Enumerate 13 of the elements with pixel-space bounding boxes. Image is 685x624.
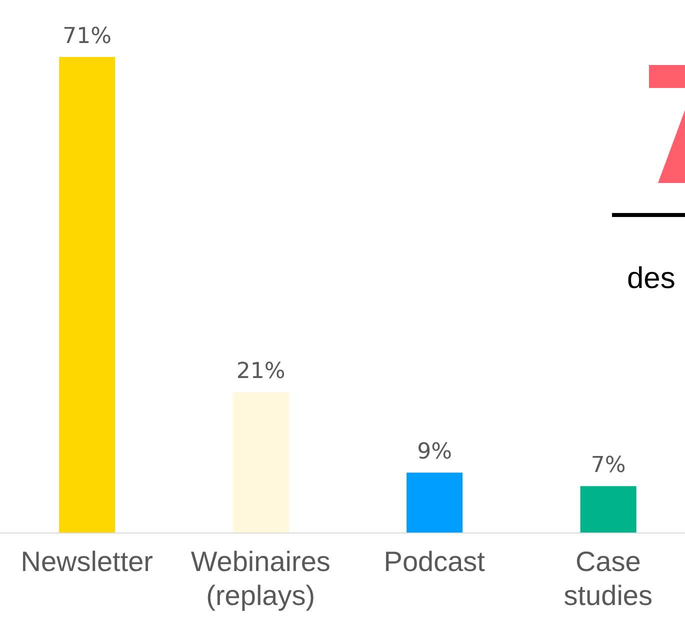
data-label: 71% [62,24,112,49]
bar [232,392,289,533]
data-label: 21% [236,359,286,384]
data-label: 9% [417,440,452,465]
x-tick-label: Webinaires (replays) [190,546,330,611]
bar [580,486,636,533]
x-tick-label: Case studies [564,546,652,611]
x-tick-label: Newsletter [20,546,154,577]
annotation: des [627,262,676,295]
bar [406,472,463,533]
bar [59,57,116,533]
data-label: 7% [590,453,626,478]
x-tick-label: Podcast [384,546,486,577]
